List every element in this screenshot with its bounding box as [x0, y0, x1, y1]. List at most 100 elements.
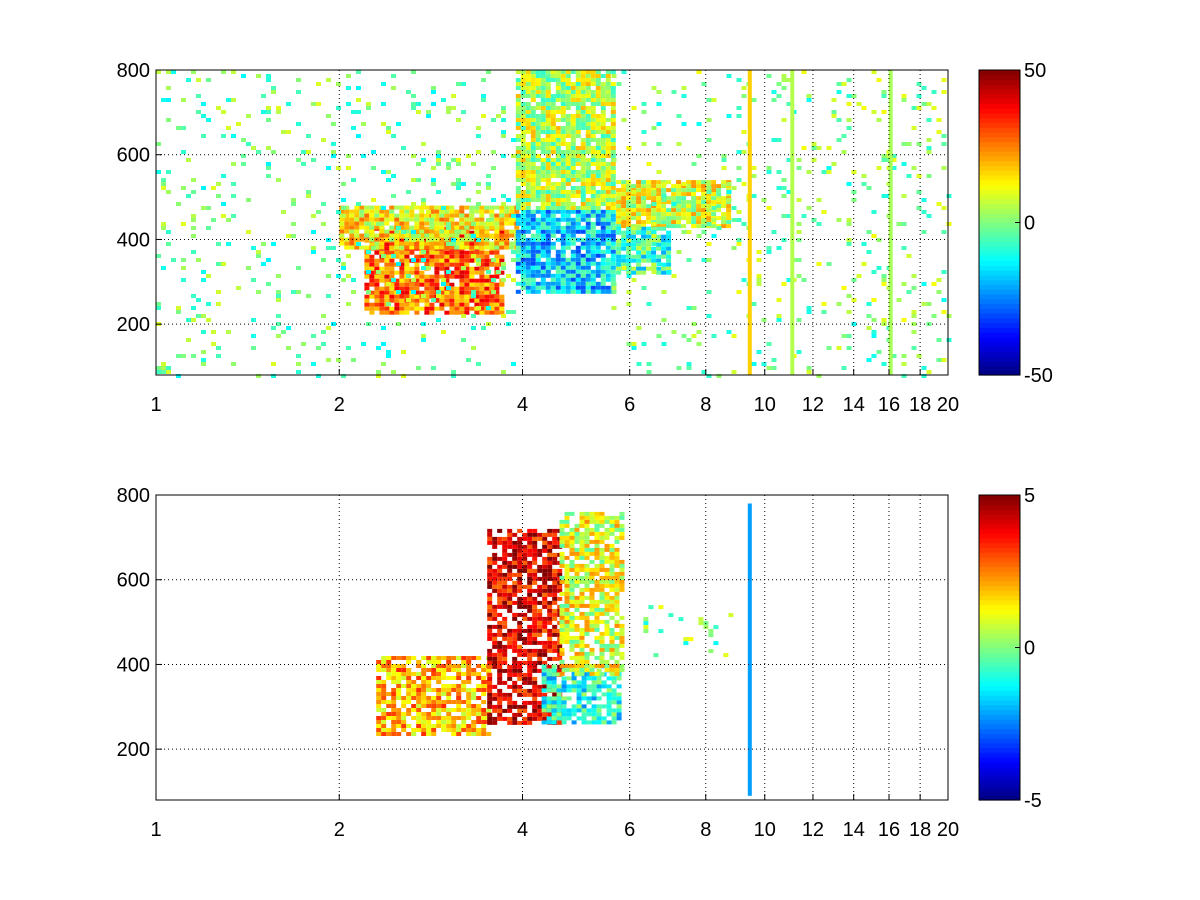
heatmap-cell [550, 122, 556, 126]
heatmap-cell [611, 708, 617, 713]
heatmap-cell [525, 198, 531, 202]
heatmap-cell [487, 556, 493, 561]
heatmap-cell [409, 209, 415, 214]
heatmap-cell [409, 250, 415, 255]
heatmap-cell [542, 596, 548, 601]
heatmap-cell [364, 274, 370, 279]
heatmap-cell [535, 245, 541, 250]
heatmap-cell [595, 86, 601, 90]
heatmap-cell [686, 180, 692, 185]
heatmap-cell [391, 708, 397, 712]
heatmap-cell [446, 286, 451, 290]
heatmap-cell [376, 716, 382, 720]
heatmap-cell [616, 180, 622, 185]
heatmap-cell [636, 254, 642, 259]
heatmap-cell [560, 158, 566, 162]
heatmap-cell [376, 700, 382, 704]
heatmap-cell [540, 237, 546, 242]
heatmap-cell [386, 668, 392, 672]
heatmap-cell [384, 250, 390, 255]
heatmap-cell [585, 257, 591, 262]
heatmap-cell [431, 166, 436, 170]
heatmap-cell [594, 639, 600, 644]
heatmap-cell [411, 732, 417, 736]
heatmap-cell [479, 209, 485, 214]
heatmap-cell [605, 206, 611, 210]
heatmap-cell [487, 672, 493, 677]
heatmap-cell [656, 122, 662, 126]
heatmap-band [790, 70, 795, 375]
heatmap-cell [441, 720, 447, 724]
heatmap-cell [396, 708, 402, 712]
heatmap-cell [429, 262, 435, 267]
heatmap-cell [596, 720, 602, 725]
heatmap-cell [416, 366, 421, 370]
heatmap-cell [236, 286, 241, 290]
heatmap-cell [711, 196, 717, 201]
heatmap-cell [522, 640, 528, 645]
heatmap-cell [474, 266, 480, 271]
heatmap-cell [535, 285, 541, 290]
heatmap-cell [626, 262, 632, 267]
heatmap-cell [459, 209, 465, 214]
heatmap-cell [507, 692, 513, 697]
heatmap-cell [489, 306, 495, 311]
heatmap-cell [421, 338, 426, 342]
heatmap-cell [497, 696, 503, 701]
heatmap-cell [651, 196, 657, 201]
heatmap-cell [474, 233, 480, 238]
heatmap-cell [481, 732, 487, 736]
heatmap-cell [515, 98, 521, 102]
heatmap-cell [611, 680, 617, 685]
heatmap-cell [522, 716, 528, 721]
heatmap-cell [396, 262, 401, 266]
heatmap-cell [596, 668, 602, 673]
heatmap-cell [547, 648, 553, 653]
heatmap-cell [226, 98, 231, 102]
heatmap-cell [396, 720, 402, 724]
colorbar-segment [979, 284, 1020, 290]
heatmap-cell [595, 82, 601, 86]
heatmap-cell [339, 241, 345, 246]
heatmap-cell [376, 346, 381, 350]
heatmap-cell [502, 624, 508, 629]
heatmap-cell [751, 98, 757, 102]
heatmap-cell [191, 318, 196, 322]
heatmap-cell [559, 631, 565, 636]
heatmap-cell [866, 250, 872, 254]
heatmap-cell [527, 652, 533, 657]
heatmap-cell [579, 591, 585, 596]
heatmap-cell [356, 98, 361, 102]
heatmap-cell [376, 720, 382, 724]
heatmap-cell [484, 310, 490, 315]
heatmap-cell [306, 294, 311, 298]
heatmap-cell [585, 229, 591, 234]
heatmap-cell [626, 302, 632, 306]
heatmap-cell [386, 704, 392, 708]
heatmap-cell [537, 624, 543, 629]
heatmap-cell [525, 74, 531, 78]
heatmap-cell [605, 70, 611, 74]
heatmap-cell [594, 547, 600, 552]
heatmap-cell [926, 118, 932, 122]
heatmap-cell [434, 230, 440, 235]
heatmap-cell [796, 158, 802, 162]
heatmap-cell [560, 126, 566, 130]
heatmap-cell [491, 118, 496, 122]
heatmap-cell [301, 162, 306, 166]
heatmap-cell [621, 220, 627, 225]
x-tick-label: 1 [150, 394, 161, 416]
heatmap-cell [560, 82, 566, 86]
heatmap-cell [369, 225, 375, 230]
heatmap-cell [535, 225, 541, 230]
heatmap-cell [492, 604, 498, 609]
heatmap-cell [545, 281, 551, 286]
heatmap-cell [570, 257, 576, 262]
heatmap-cell [439, 241, 445, 246]
heatmap-cell [646, 220, 652, 225]
heatmap-cell [856, 274, 862, 278]
heatmap-cell [631, 242, 637, 247]
heatmap-cell [713, 641, 719, 646]
heatmap-cell [570, 221, 576, 226]
heatmap-cell [436, 724, 442, 728]
